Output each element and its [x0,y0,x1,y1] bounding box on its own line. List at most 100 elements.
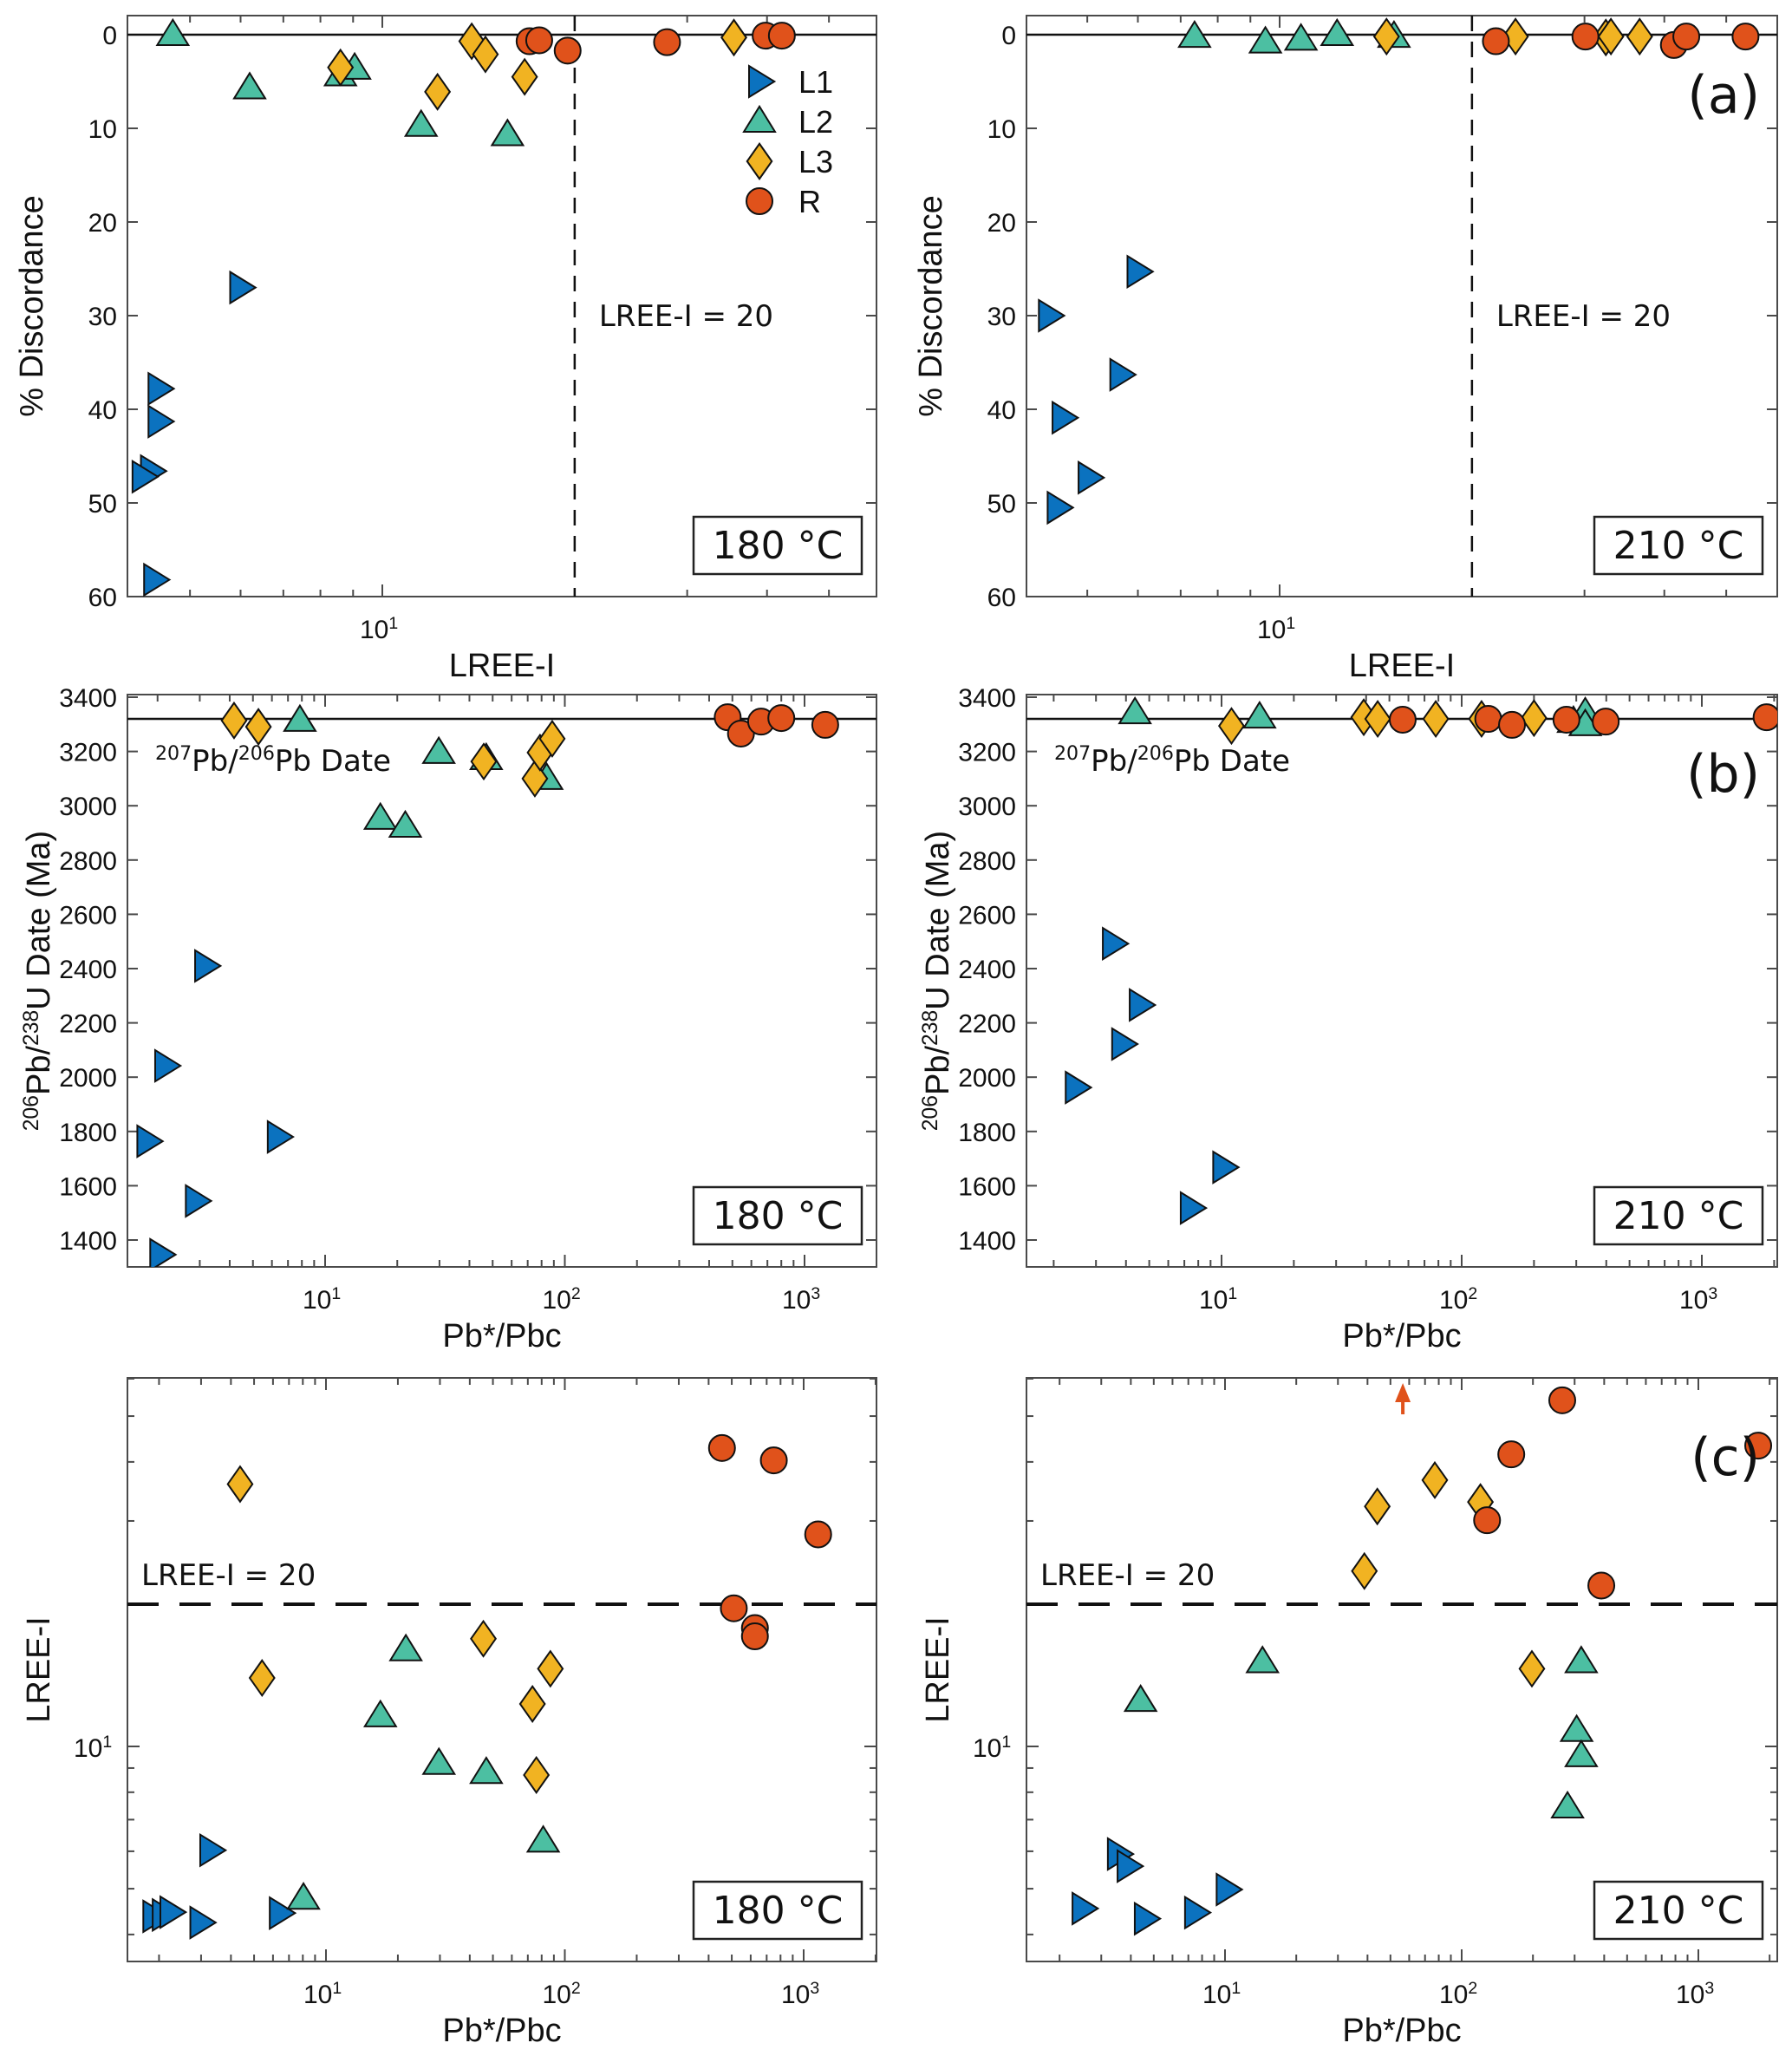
y-tick-label: 0 [1001,22,1016,50]
x-tick-label: 101 [303,1979,342,2009]
superscript: 206 [919,1095,942,1131]
point-l3 [1626,17,1653,56]
temperature-label: 180 °C [713,1194,844,1238]
point-l1 [147,371,176,407]
y-tick-label: 2600 [59,901,117,930]
point-l2 [1248,25,1283,54]
superscript: 2 [1468,1979,1477,1998]
point-l3 [1217,707,1245,746]
y-tick-label: 101 [74,1733,112,1763]
point-l2 [490,118,525,147]
y-axis-label: % Discordance [14,195,50,417]
legend-marker-r [746,187,773,215]
point-l3 [226,1465,254,1504]
temperature-label: 180 °C [713,524,844,568]
y-tick-label: 1800 [958,1119,1016,1147]
point-l1 [1133,1901,1163,1936]
y-tick-label: 1600 [958,1172,1016,1201]
y-tick-label: 30 [987,303,1016,331]
point-l1 [1183,1895,1213,1930]
label-text: 10 [1679,1286,1708,1315]
x-tick-label: 101 [1202,1979,1241,2009]
superscript: 3 [1708,1284,1717,1303]
reference-line-label: 207Pb/206Pb Date [155,742,391,779]
point-l1 [153,1048,183,1083]
point-l2 [1320,17,1355,46]
x-tick-label: 102 [1439,1284,1477,1315]
y-tick-label: 3400 [958,684,1016,713]
point-l1 [136,1124,165,1159]
y-tick-label: 3000 [59,793,117,821]
panel-b-180: 101 102 1031400160018002000220024002600280… [20,684,877,1354]
y-tick-label: 1400 [958,1227,1016,1256]
point-l3 [244,708,272,747]
y-tick-label: 101 [973,1733,1011,1763]
data-points [1038,17,1760,525]
point-l1 [1052,400,1080,435]
point-l3 [523,1755,551,1794]
label-text: Pb Date [1174,744,1290,779]
label-text: 10 [1439,1981,1468,2009]
point-l1 [1215,1872,1244,1907]
point-l1 [1038,298,1066,333]
x-tick-label: 103 [1676,1979,1714,2009]
threshold-label: LREE-I = 20 [599,299,773,334]
superscript: 1 [331,1284,341,1303]
point-r [1548,1386,1576,1414]
point-l3 [1518,1649,1546,1688]
y-tick-label: 2200 [958,1010,1016,1039]
superscript: 3 [810,1979,819,1998]
y-tick-label: 40 [88,396,117,425]
x-axis-label: Pb*/Pbc [1342,2013,1461,2049]
point-l2 [1283,23,1319,51]
offscale-arrow-icon [1395,1383,1411,1402]
point-l2 [1550,1790,1585,1818]
superscript: 207 [1054,742,1091,765]
point-l2 [155,17,191,46]
point-l1 [1126,254,1155,290]
x-tick-label: 103 [781,1979,819,2009]
y-axis-label: % Discordance [913,195,949,417]
point-r [1571,23,1600,51]
x-tick-label: 102 [543,1979,581,2009]
point-r [1474,705,1502,734]
point-r [804,1520,832,1549]
y-tick-label: 30 [88,303,117,331]
point-l2 [1564,1739,1599,1767]
label-text: Pb/ [920,1046,956,1095]
point-l1 [266,1119,296,1154]
point-l3 [220,701,248,740]
point-l1 [1109,357,1137,392]
panel-label: (b) [1686,744,1760,805]
label-text: 10 [781,1981,810,2009]
x-axis-label: Pb*/Pbc [442,1318,561,1354]
plot-frame [127,1377,877,1962]
x-tick-label: 102 [543,1284,581,1315]
superscript: 206 [20,1095,43,1131]
y-tick-label: 2600 [958,901,1016,930]
y-tick-label: 3400 [59,684,117,713]
superscript: 207 [155,742,192,765]
point-r [1752,703,1777,732]
x-tick-label: 101 [303,1284,341,1315]
point-l3 [1351,1551,1378,1590]
superscript: 1 [1286,614,1295,633]
point-l2 [421,1746,457,1775]
y-axis-label: LREE-I [21,1616,57,1722]
label-text: Pb Date [275,744,391,779]
point-l1 [1078,460,1106,495]
x-tick-label: 103 [782,1284,820,1315]
point-r [1497,1440,1526,1469]
superscript: 1 [1231,1979,1241,1998]
y-tick-label: 10 [987,115,1016,144]
label-text: 10 [74,1734,102,1763]
point-r [759,1446,788,1475]
label-text: Pb/ [192,744,238,779]
y-tick-label: 2200 [59,1010,117,1039]
point-r [653,28,681,56]
x-axis-label: Pb*/Pbc [1342,1318,1461,1354]
point-r [727,719,755,747]
y-axis-label: LREE-I [920,1616,956,1722]
